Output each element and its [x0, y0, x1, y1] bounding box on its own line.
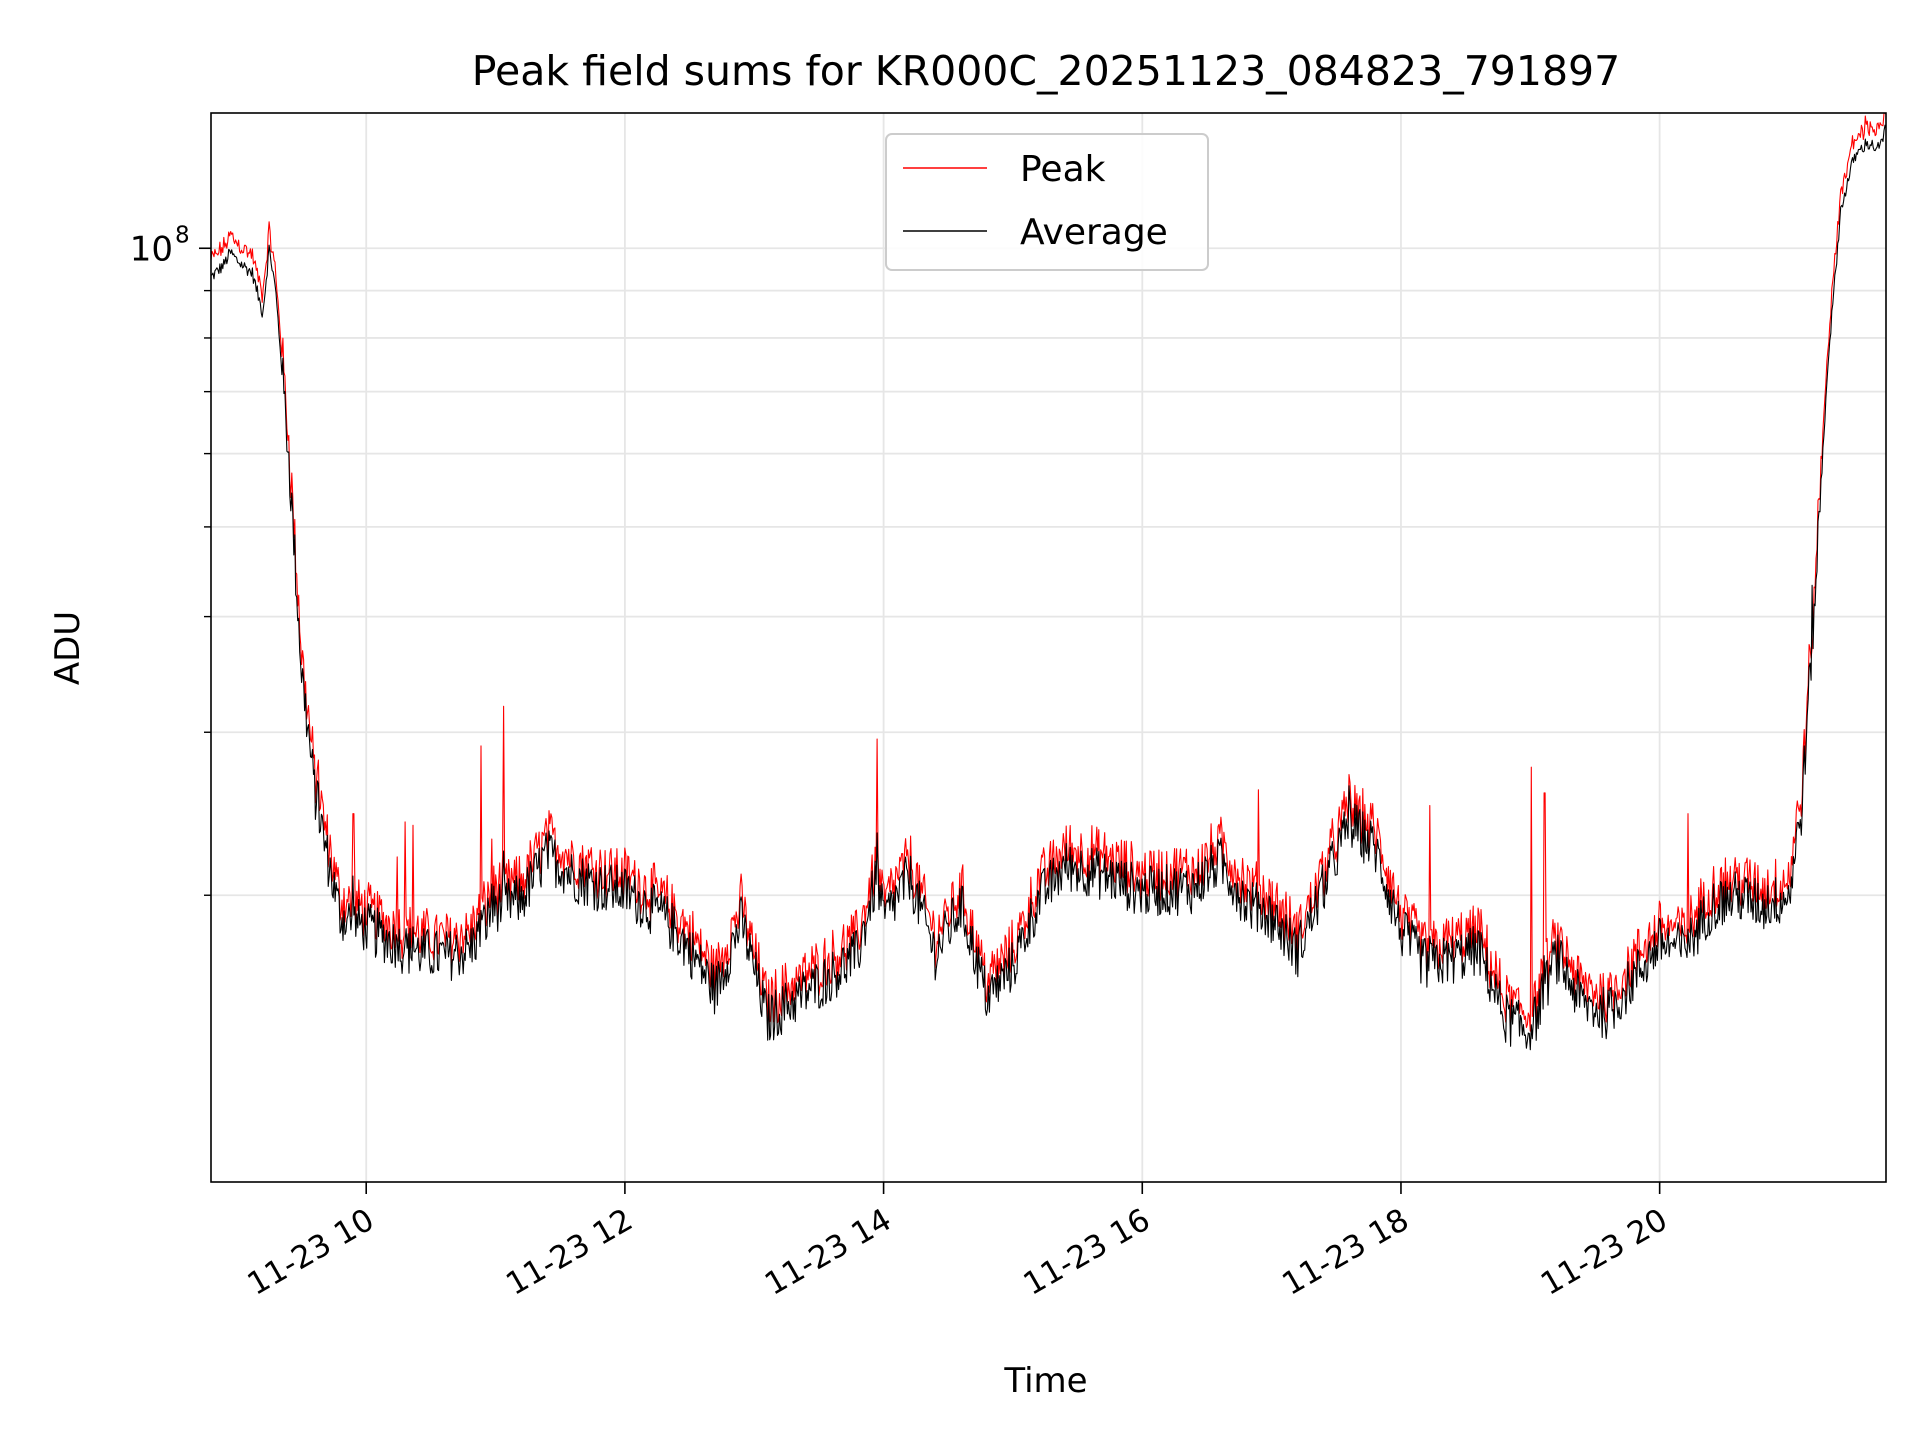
chart-title: Peak field sums for KR000C_20251123_0848…: [472, 47, 1620, 95]
series-line-average: [210, 124, 1887, 1051]
y-axis-label: ADU: [48, 611, 88, 685]
series-layer: [210, 112, 1887, 1051]
legend-label-average: Average: [1020, 212, 1168, 253]
y-tick-label-exp-0: 8: [175, 222, 190, 248]
x-axis-label: Time: [1003, 1361, 1087, 1401]
y-tick-label-base-0: 10: [130, 229, 173, 269]
legend[interactable]: Peak Average: [885, 133, 1209, 271]
legend-label-peak: Peak: [1020, 149, 1106, 190]
plot-frame: [210, 112, 1887, 1183]
